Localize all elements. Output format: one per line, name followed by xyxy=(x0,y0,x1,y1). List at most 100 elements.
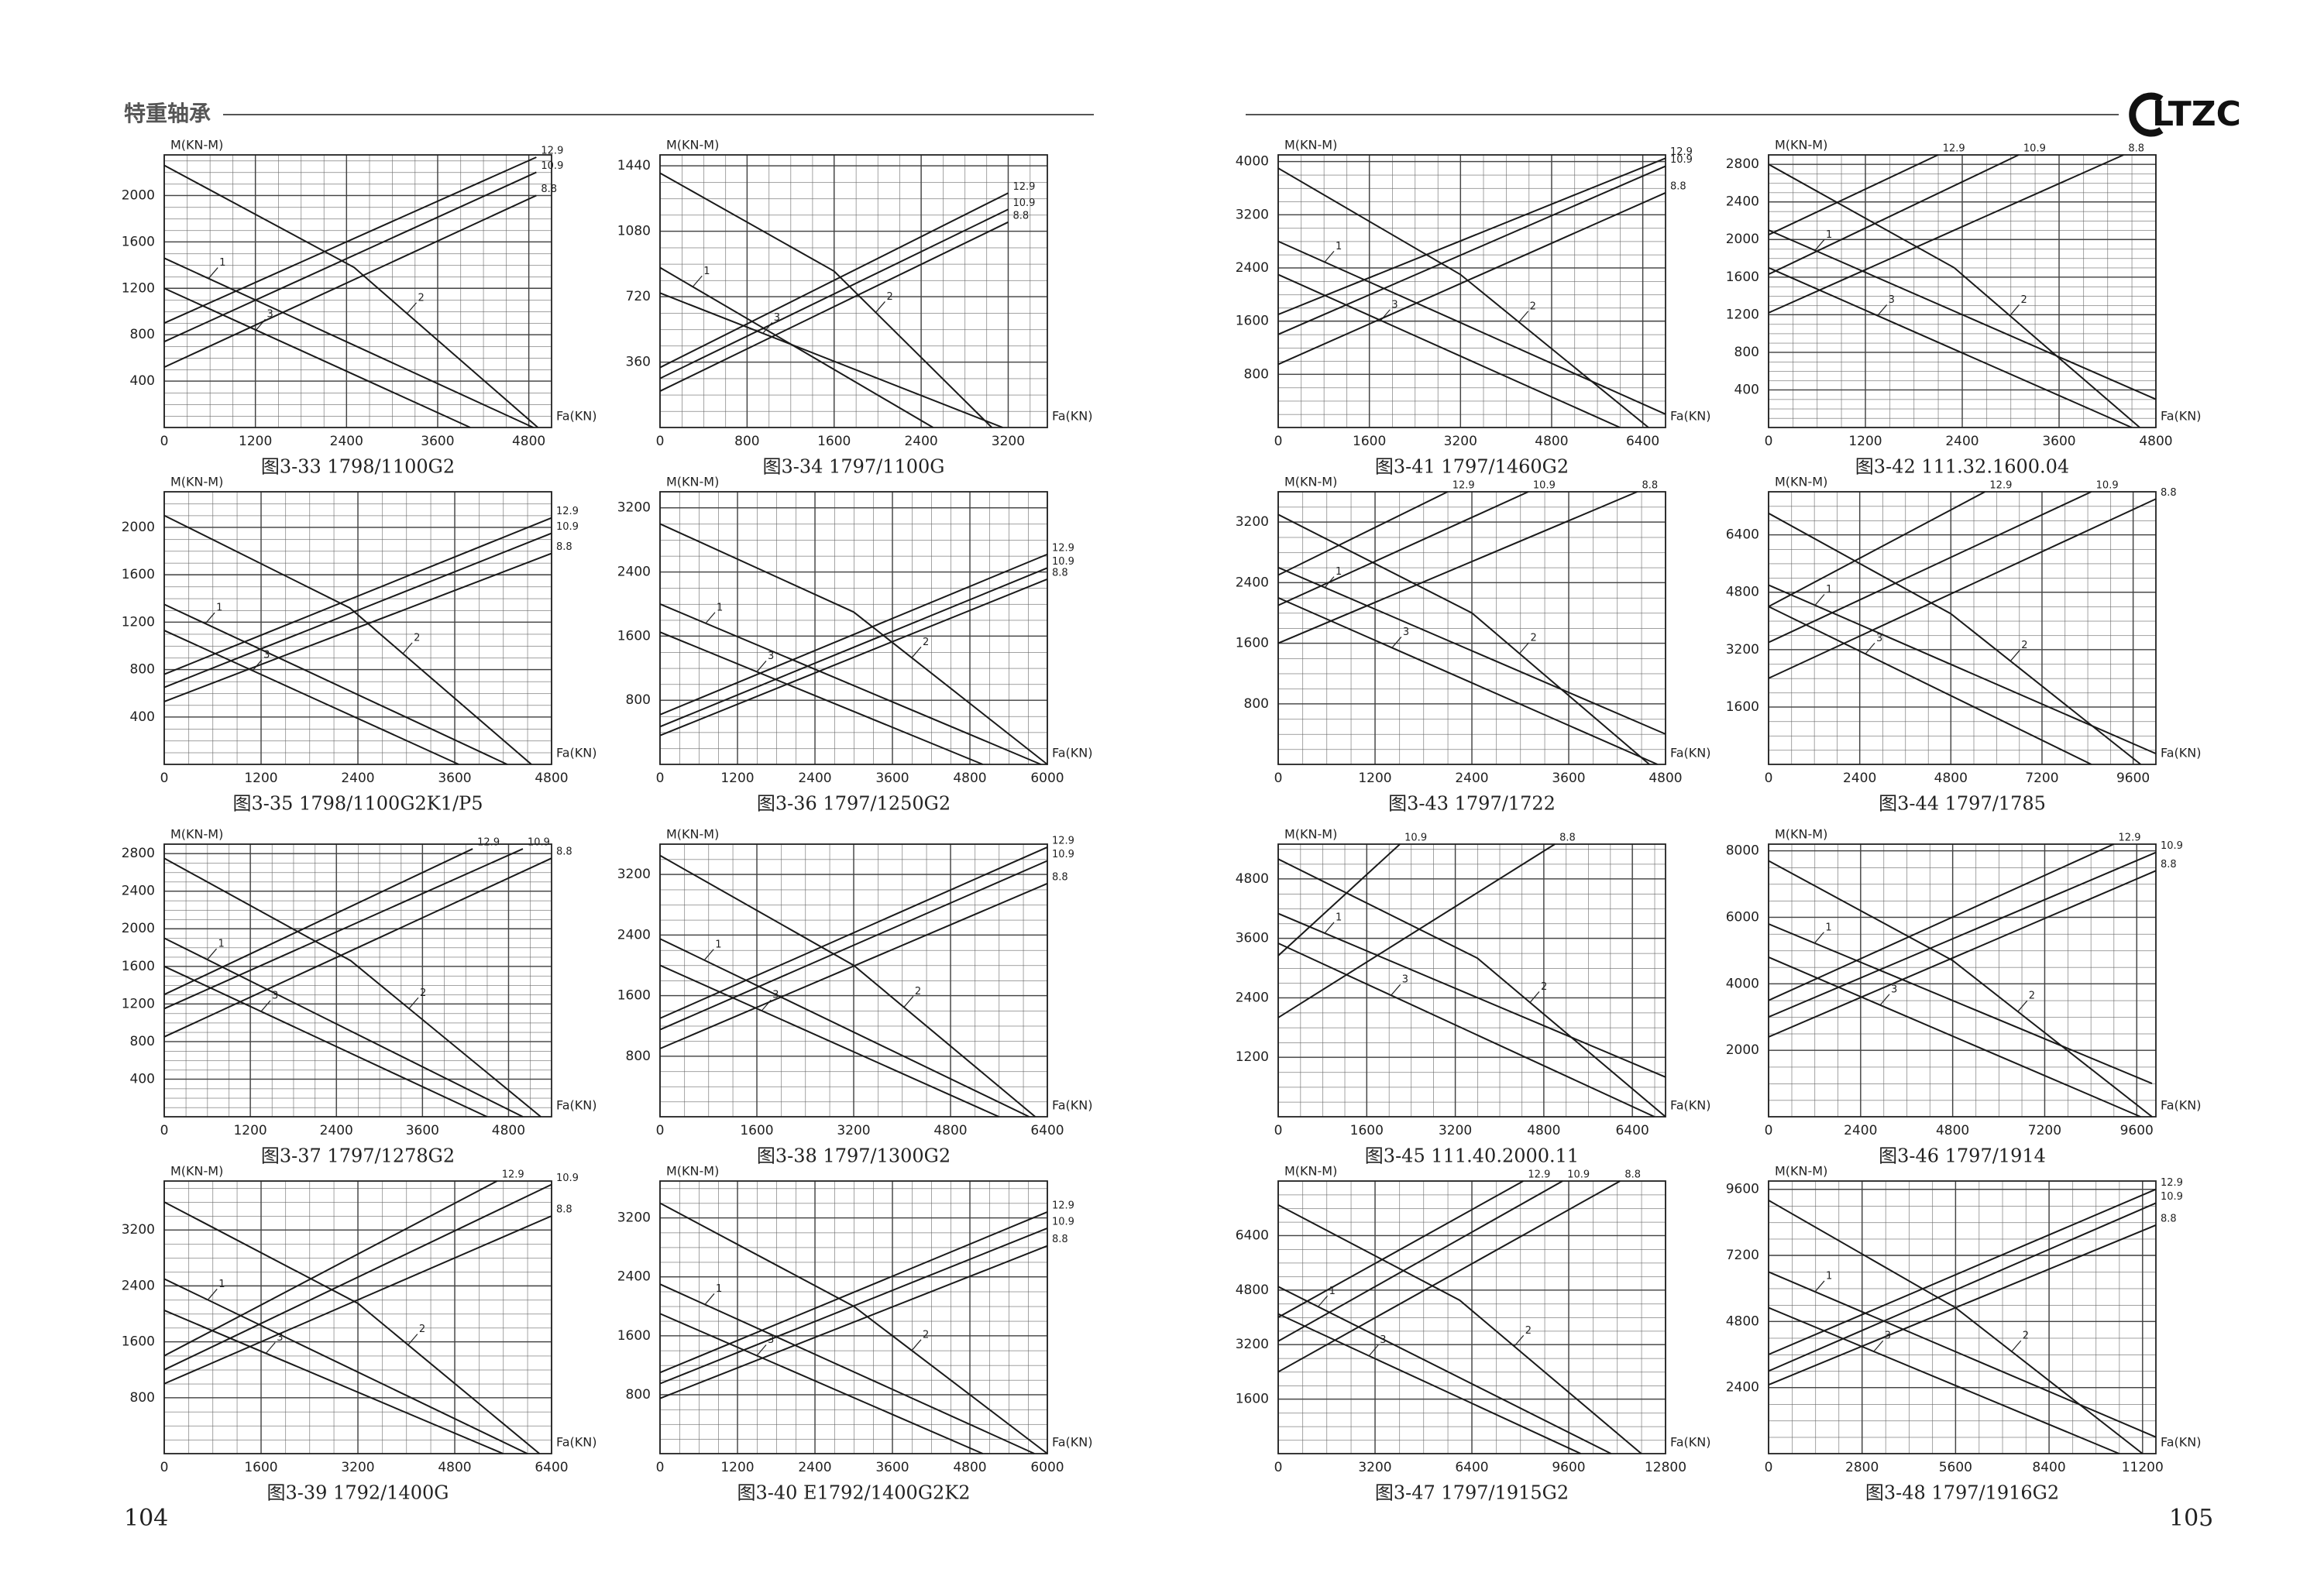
label-leader xyxy=(407,302,417,314)
series-line xyxy=(1768,163,2140,428)
series-label: 8.8 xyxy=(556,1204,572,1216)
series-line xyxy=(659,603,1042,765)
label-leader xyxy=(205,612,215,624)
label-leader xyxy=(911,1339,922,1351)
y-tick-label: 3600 xyxy=(1236,931,1269,946)
y-tick-label: 1200 xyxy=(122,280,155,296)
label-leader xyxy=(704,1293,715,1305)
series-label: 1 xyxy=(1826,229,1832,241)
x-axis-label: Fa(KN) xyxy=(1670,1435,1710,1450)
series-label: 8.8 xyxy=(1559,833,1576,844)
chart-title: 图3-34 1797/1100G xyxy=(763,456,945,478)
series-line xyxy=(1768,498,2157,679)
x-tick-label: 0 xyxy=(160,1460,169,1475)
minor-grid xyxy=(1278,155,1666,427)
series-label: 10.9 xyxy=(1567,1169,1590,1181)
label-leader xyxy=(2017,1000,2028,1012)
series-label: 12.9 xyxy=(556,506,579,517)
x-tick-label: 0 xyxy=(1274,771,1283,786)
series-line xyxy=(659,221,1009,392)
series-label: 2 xyxy=(1530,300,1536,312)
x-tick-label: 7200 xyxy=(2028,1123,2061,1138)
series-label: 1 xyxy=(716,1283,722,1295)
series-label: 10.9 xyxy=(1052,1216,1074,1227)
x-tick-label: 0 xyxy=(160,771,169,786)
series-label: 1 xyxy=(1336,241,1342,252)
y-tick-label: 800 xyxy=(1734,345,1759,360)
chart: 0 1200 2400 3600 4800 400 800 1200 1600 2000 2400 2… xyxy=(122,827,597,1167)
y-tick-label: 2400 xyxy=(617,1269,651,1285)
series-line xyxy=(1277,1180,1563,1342)
x-tick-label: 0 xyxy=(1274,434,1283,449)
y-tick-label: 1600 xyxy=(122,959,155,974)
x-tick-label: 2800 xyxy=(1845,1460,1879,1475)
x-axis-label: Fa(KN) xyxy=(1052,746,1092,761)
chart-title: 图3-44 1797/1785 xyxy=(1879,793,2046,815)
x-tick-label: 4800 xyxy=(535,771,568,786)
y-axis-label: M(KN-M) xyxy=(666,1164,719,1179)
chart: 0 2400 4800 7200 9600 2000 4000 6000 8000 M(KN-M)… xyxy=(1726,827,2202,1167)
series-line xyxy=(1277,491,1529,606)
series-line xyxy=(163,1183,552,1371)
series-label: 8.8 xyxy=(1012,210,1029,221)
series-line xyxy=(1768,923,2153,1084)
x-tick-label: 7200 xyxy=(2025,771,2058,786)
y-tick-label: 2000 xyxy=(122,921,155,936)
y-tick-label: 800 xyxy=(626,692,651,708)
series-label: 10.9 xyxy=(556,521,579,533)
chart-title: 图3-48 1797/1916G2 xyxy=(1865,1482,2059,1504)
x-tick-label: 4800 xyxy=(1527,1123,1560,1138)
y-axis-label: M(KN-M) xyxy=(1284,138,1337,153)
series-label: 2 xyxy=(419,1324,425,1335)
x-tick-label: 6000 xyxy=(1030,1460,1064,1475)
series-label: 12.9 xyxy=(502,1169,524,1181)
x-tick-label: 0 xyxy=(1274,1460,1283,1475)
series-line xyxy=(1768,1188,2157,1355)
series-line xyxy=(163,532,552,688)
y-tick-label: 8000 xyxy=(1726,843,1759,859)
plot-frame xyxy=(1768,154,2157,428)
series-label: 8.8 xyxy=(1052,871,1068,883)
label-leader xyxy=(703,949,714,961)
plot-frame xyxy=(1277,154,1666,428)
x-tick-label: 2400 xyxy=(341,771,374,786)
label-leader xyxy=(692,275,703,287)
x-tick-label: 6400 xyxy=(1616,1123,1649,1138)
series-line xyxy=(659,938,1030,1118)
x-tick-label: 4800 xyxy=(953,771,986,786)
series-label: 3 xyxy=(277,1332,283,1344)
y-tick-label: 1600 xyxy=(122,234,155,249)
series-label: 2 xyxy=(2023,1331,2029,1342)
series-label: 1 xyxy=(1336,912,1342,923)
series-label: 8.8 xyxy=(556,846,572,858)
chart: 0 1200 2400 3600 4800 800 1600 2400 3200 M(KN-M) F… xyxy=(1236,475,1711,815)
x-tick-label: 3600 xyxy=(438,771,471,786)
x-tick-label: 1600 xyxy=(244,1460,277,1475)
series-line xyxy=(1277,1286,1612,1454)
series-label: 12.9 xyxy=(1052,835,1074,846)
y-tick-label: 1600 xyxy=(617,1328,651,1344)
series-line xyxy=(163,848,473,996)
y-tick-label: 400 xyxy=(130,373,155,389)
series-label: 12.9 xyxy=(2119,833,2141,844)
series-line xyxy=(163,552,552,702)
series-line xyxy=(1277,1313,1582,1454)
x-axis-label: Fa(KN) xyxy=(556,746,596,761)
y-tick-label: 9600 xyxy=(1726,1182,1759,1197)
series-label: 8.8 xyxy=(1052,567,1068,579)
series-label: 3 xyxy=(1391,299,1397,311)
series-label: 10.9 xyxy=(1670,154,1693,166)
chart-title: 图3-37 1797/1278G2 xyxy=(261,1145,455,1167)
x-tick-label: 2400 xyxy=(1455,771,1488,786)
x-tick-label: 2400 xyxy=(904,434,937,449)
x-axis-label: Fa(KN) xyxy=(2161,746,2201,761)
series-line xyxy=(163,156,537,324)
series-line xyxy=(163,514,532,765)
series-line xyxy=(163,287,471,428)
minor-grid xyxy=(1769,844,2156,1117)
series-label: 8.8 xyxy=(1624,1169,1641,1181)
series-label: 2 xyxy=(1541,981,1547,993)
series-line xyxy=(1768,851,2157,1018)
series-line xyxy=(1768,606,2092,765)
series-label: 10.9 xyxy=(541,160,563,172)
